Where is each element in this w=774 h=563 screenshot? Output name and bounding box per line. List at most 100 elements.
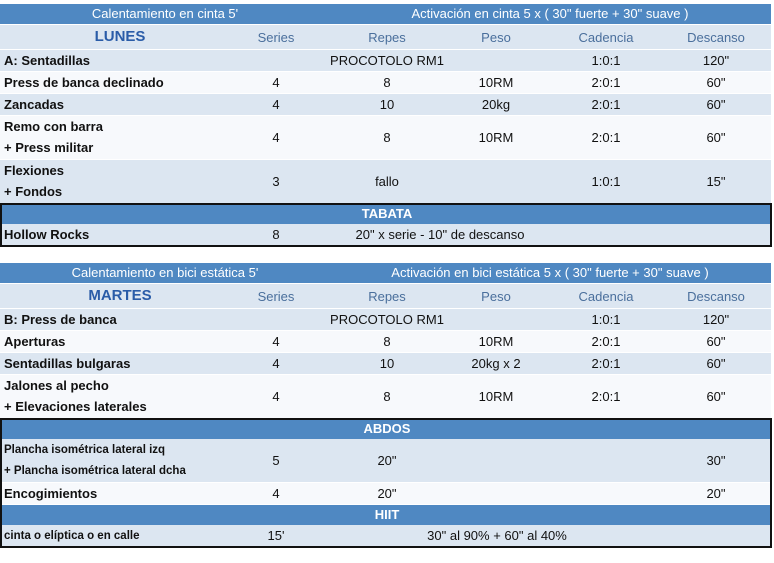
rest-cell: 60" (706, 356, 726, 371)
row (0, 309, 771, 330)
weight-cell: 10RM (478, 130, 514, 145)
cadence-cell: 1:0:1 (591, 53, 621, 68)
activation: Activación en cinta 5 x ( 30" fuerte + 3… (411, 6, 689, 21)
weight-cell: 20kg x 2 (471, 356, 521, 371)
day-row (0, 25, 771, 49)
reps-cell: 8 (383, 75, 391, 90)
row (0, 439, 771, 482)
series-cell: 4 (272, 130, 280, 145)
section-border (0, 203, 772, 247)
exercise-name: Sentadillas bulgaras (4, 356, 131, 371)
exercise-name: + Elevaciones laterales (4, 399, 147, 414)
cadence-cell: 2:0:1 (591, 334, 621, 349)
exercise-name: Zancadas (4, 97, 64, 112)
column-header: Series (257, 30, 295, 45)
row (0, 94, 771, 115)
weight-cell: 10RM (478, 75, 514, 90)
section-bar (0, 419, 771, 439)
rest-cell: 60" (706, 389, 726, 404)
exercise-name: Aperturas (4, 334, 66, 349)
row (0, 72, 771, 93)
cadence-cell: 2:0:1 (591, 130, 621, 145)
row (0, 160, 771, 203)
cadence-cell: 1:0:1 (591, 312, 621, 327)
cadence-cell: 1:0:1 (591, 174, 621, 189)
rest-cell: 60" (706, 334, 726, 349)
column-header: Series (257, 289, 295, 304)
weight-cell: 10RM (478, 334, 514, 349)
rest-cell: 60" (706, 97, 726, 112)
exercise-name: + Plancha isométrica lateral dcha (4, 465, 186, 477)
reps-cell: 8 (383, 334, 391, 349)
series-cell: 5 (272, 453, 280, 468)
series-cell: 4 (272, 389, 280, 404)
exercise-name: Hollow Rocks (4, 227, 90, 242)
column-header: Peso (481, 30, 511, 45)
detail-cell: 20" x serie - 10" de descanso (355, 227, 525, 242)
rest-cell: 30" (706, 453, 726, 468)
cadence-cell: 2:0:1 (591, 389, 621, 404)
weight-cell: 10RM (478, 389, 514, 404)
row (0, 50, 771, 71)
row (0, 331, 771, 352)
protocol-cell: PROCOTOLO RM1 (330, 53, 444, 68)
exercise-name: + Press militar (4, 140, 94, 155)
section-bar (0, 204, 771, 224)
row (0, 116, 771, 159)
cadence-cell: 2:0:1 (591, 97, 621, 112)
header-bar (0, 4, 771, 24)
day-label: LUNES (94, 28, 146, 45)
reps-cell: 10 (379, 97, 395, 112)
weight-cell: 20kg (481, 97, 511, 112)
column-header: Repes (368, 30, 406, 45)
reps-cell: 20" (377, 453, 397, 468)
section-border (0, 418, 772, 548)
row (0, 224, 771, 245)
section-bar (0, 505, 771, 525)
reps-cell: 8 (383, 130, 391, 145)
reps-cell: 20" (377, 486, 397, 501)
exercise-name: B: Press de banca (4, 312, 117, 327)
column-header: Cadencia (578, 30, 634, 45)
reps-cell: 10 (379, 356, 395, 371)
cadence-cell: 2:0:1 (591, 75, 621, 90)
row (0, 353, 771, 374)
exercise-name: A: Sentadillas (4, 53, 90, 68)
section-title: HIIT (374, 507, 400, 522)
column-header: Descanso (687, 289, 745, 304)
series-cell: 3 (272, 174, 280, 189)
rest-cell: 120" (702, 312, 730, 327)
rest-cell: 15" (706, 174, 726, 189)
exercise-name: Encogimientos (4, 486, 98, 501)
reps-cell: fallo (375, 174, 399, 189)
reps-cell: 8 (383, 389, 391, 404)
series-cell: 4 (272, 75, 280, 90)
exercise-name: Plancha isométrica lateral izq (4, 444, 166, 456)
column-header: Peso (481, 289, 511, 304)
exercise-name: Flexiones (4, 163, 64, 178)
cadence-cell: 2:0:1 (591, 356, 621, 371)
warmup: Calentamiento en cinta 5' (91, 6, 239, 21)
series-cell: 4 (272, 334, 280, 349)
rest-cell: 20" (706, 486, 726, 501)
day-label: MARTES (88, 287, 152, 304)
rest-cell: 120" (702, 53, 730, 68)
rest-cell: 60" (706, 75, 726, 90)
column-header: Repes (368, 289, 406, 304)
activation: Activación en bici estática 5 x ( 30" fu… (391, 265, 709, 280)
protocol-cell: PROCOTOLO RM1 (330, 312, 444, 327)
exercise-name: + Fondos (4, 184, 63, 199)
section-title: TABATA (361, 206, 413, 221)
section-title: ABDOS (363, 421, 411, 436)
exercise-name: cinta o elíptica o en calle (4, 530, 140, 542)
warmup: Calentamiento en bici estática 5' (71, 265, 259, 280)
rest-cell: 60" (706, 130, 726, 145)
series-cell: 4 (272, 356, 280, 371)
series-cell: 15' (267, 528, 285, 543)
exercise-name: Remo con barra (4, 119, 103, 134)
exercise-name: Press de banca declinado (4, 75, 164, 90)
header-bar (0, 263, 771, 283)
column-header: Descanso (687, 30, 745, 45)
row (0, 375, 771, 418)
